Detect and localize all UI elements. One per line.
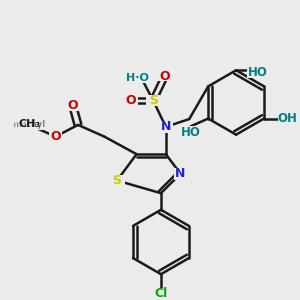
Text: OH: OH <box>278 112 297 125</box>
FancyBboxPatch shape <box>159 121 173 133</box>
Text: methyl: methyl <box>13 120 46 129</box>
Text: O: O <box>68 99 78 112</box>
FancyBboxPatch shape <box>109 175 125 186</box>
FancyBboxPatch shape <box>278 113 297 124</box>
Text: O: O <box>125 94 136 107</box>
FancyBboxPatch shape <box>124 95 137 106</box>
Text: N: N <box>160 120 171 133</box>
FancyBboxPatch shape <box>126 73 149 83</box>
FancyBboxPatch shape <box>180 126 201 138</box>
FancyBboxPatch shape <box>49 131 62 142</box>
FancyBboxPatch shape <box>146 94 160 106</box>
Text: Cl: Cl <box>154 287 168 300</box>
Text: CH₃: CH₃ <box>18 119 40 129</box>
FancyBboxPatch shape <box>66 100 80 111</box>
FancyBboxPatch shape <box>15 118 44 130</box>
FancyBboxPatch shape <box>247 66 268 78</box>
Text: N: N <box>175 167 186 180</box>
FancyBboxPatch shape <box>151 288 171 300</box>
Text: HO: HO <box>181 126 201 139</box>
Text: O: O <box>50 130 61 143</box>
Text: H·O: H·O <box>126 73 149 83</box>
Text: O: O <box>160 70 170 83</box>
Text: HO: HO <box>248 66 268 79</box>
FancyBboxPatch shape <box>158 71 172 82</box>
Text: methyl: methyl <box>11 120 44 129</box>
Text: S: S <box>148 94 158 107</box>
FancyBboxPatch shape <box>174 168 187 179</box>
Text: S: S <box>112 174 122 187</box>
